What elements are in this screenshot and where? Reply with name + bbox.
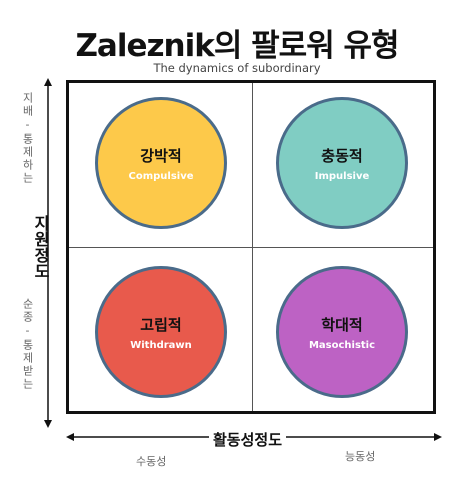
quadrant-withdrawn: 고립적 Withdrawn [95, 266, 227, 398]
quadrant-label-en: Withdrawn [130, 339, 192, 351]
quadrant-label-ko: 고립적 [140, 315, 182, 334]
y-axis-arrow [44, 78, 52, 428]
quadrant-impulsive: 충동적 Impulsive [276, 97, 408, 229]
quadrant-label-en: Impulsive [314, 170, 370, 182]
quadrant-label-en: Masochistic [308, 339, 376, 351]
horizontal-divider [69, 247, 433, 248]
y-axis-top-label: 지배-통제하는 [21, 92, 34, 185]
x-axis-title: 활동성정도 [209, 429, 287, 450]
y-axis-title: 지원정도 [31, 215, 50, 279]
quadrant-masochistic: 학대적 Masochistic [276, 266, 408, 398]
diagram-subtitle: The dynamics of subordinary [153, 61, 321, 75]
y-axis-bottom-label: 순종-통제받는 [21, 298, 34, 391]
quadrant-compulsive: 강박적 Compulsive [95, 97, 227, 229]
quadrant-label-ko: 학대적 [321, 315, 363, 334]
quadrant-grid [66, 80, 436, 414]
quadrant-label-en: Compulsive [128, 170, 194, 182]
quadrant-label-ko: 강박적 [140, 146, 182, 165]
quadrant-label-ko: 충동적 [321, 146, 363, 165]
x-axis-left-label: 수동성 [136, 455, 167, 468]
x-axis-right-label: 능동성 [345, 450, 376, 463]
diagram-title: Zaleznik의 팔로워 유형 [75, 28, 399, 64]
